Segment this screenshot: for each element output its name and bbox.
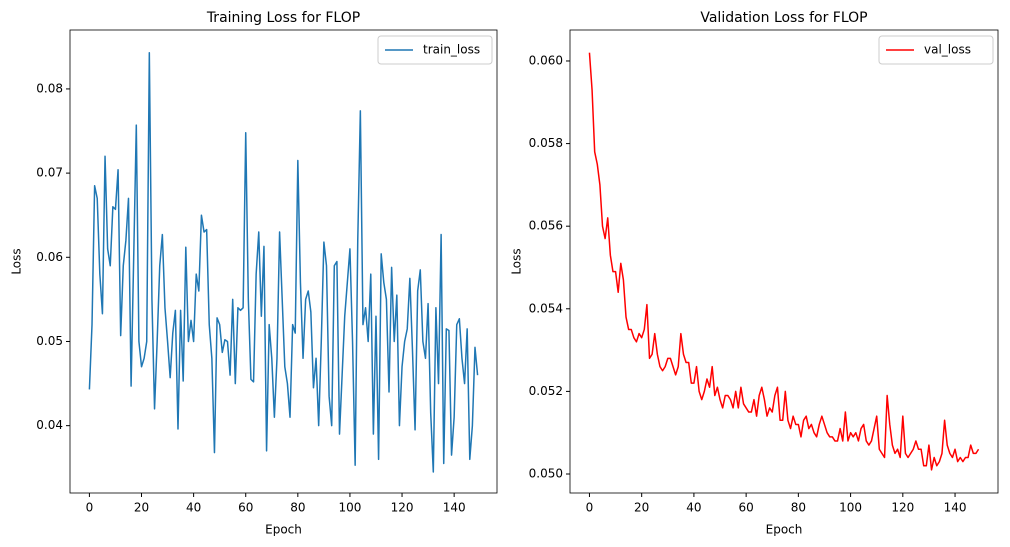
y-axis-label: Loss [10,248,24,274]
x-tick-label: 40 [186,501,201,515]
subplot: Training Loss for FLOP Epoch Loss 0 20 40 60 80… [10,10,498,537]
data-line [588,52,980,471]
x-tick-label: 100 [839,501,862,515]
data-line [88,51,479,473]
y-tick-label: 0.08 [36,81,63,95]
x-tick-label: 140 [944,501,967,515]
x-tick-label: 80 [791,501,806,515]
y-tick-label: 0.056 [529,219,563,233]
subplot: Validation Loss for FLOP Epoch Loss 0 20 40 60… [510,10,999,537]
legend-label: train_loss [423,43,480,57]
x-tick-label: 80 [290,501,305,515]
x-tick-label: 60 [238,501,253,515]
y-tick-label: 0.06 [36,250,63,264]
x-tick-label: 140 [443,501,466,515]
x-tick-label: 20 [134,501,149,515]
chart-title: Training Loss for FLOP [206,10,360,26]
x-tick-label: 40 [686,501,701,515]
x-axis-label: Epoch [265,523,302,537]
x-axis-label: Epoch [766,523,803,537]
y-tick-label: 0.054 [529,301,563,315]
y-tick-label: 0.05 [36,334,63,348]
y-tick-label: 0.04 [36,418,63,432]
x-tick-label: 20 [634,501,649,515]
y-tick-label: 0.07 [36,166,63,180]
x-tick-label: 60 [738,501,753,515]
chart-title: Validation Loss for FLOP [700,10,867,26]
x-tick-label: 0 [586,501,594,515]
y-axis-label: Loss [510,248,524,274]
legend-label: val_loss [924,43,971,57]
axes-frame [569,29,999,494]
x-tick-label: 120 [891,501,914,515]
x-tick-label: 120 [391,501,414,515]
axes-frame [69,29,498,494]
y-tick-label: 0.060 [529,53,563,67]
y-tick-label: 0.050 [529,467,563,481]
x-tick-label: 0 [86,501,94,515]
legend-box [878,35,994,65]
legend-box [377,35,493,65]
x-tick-label: 100 [338,501,361,515]
y-tick-label: 0.058 [529,136,563,150]
y-tick-label: 0.052 [529,384,563,398]
